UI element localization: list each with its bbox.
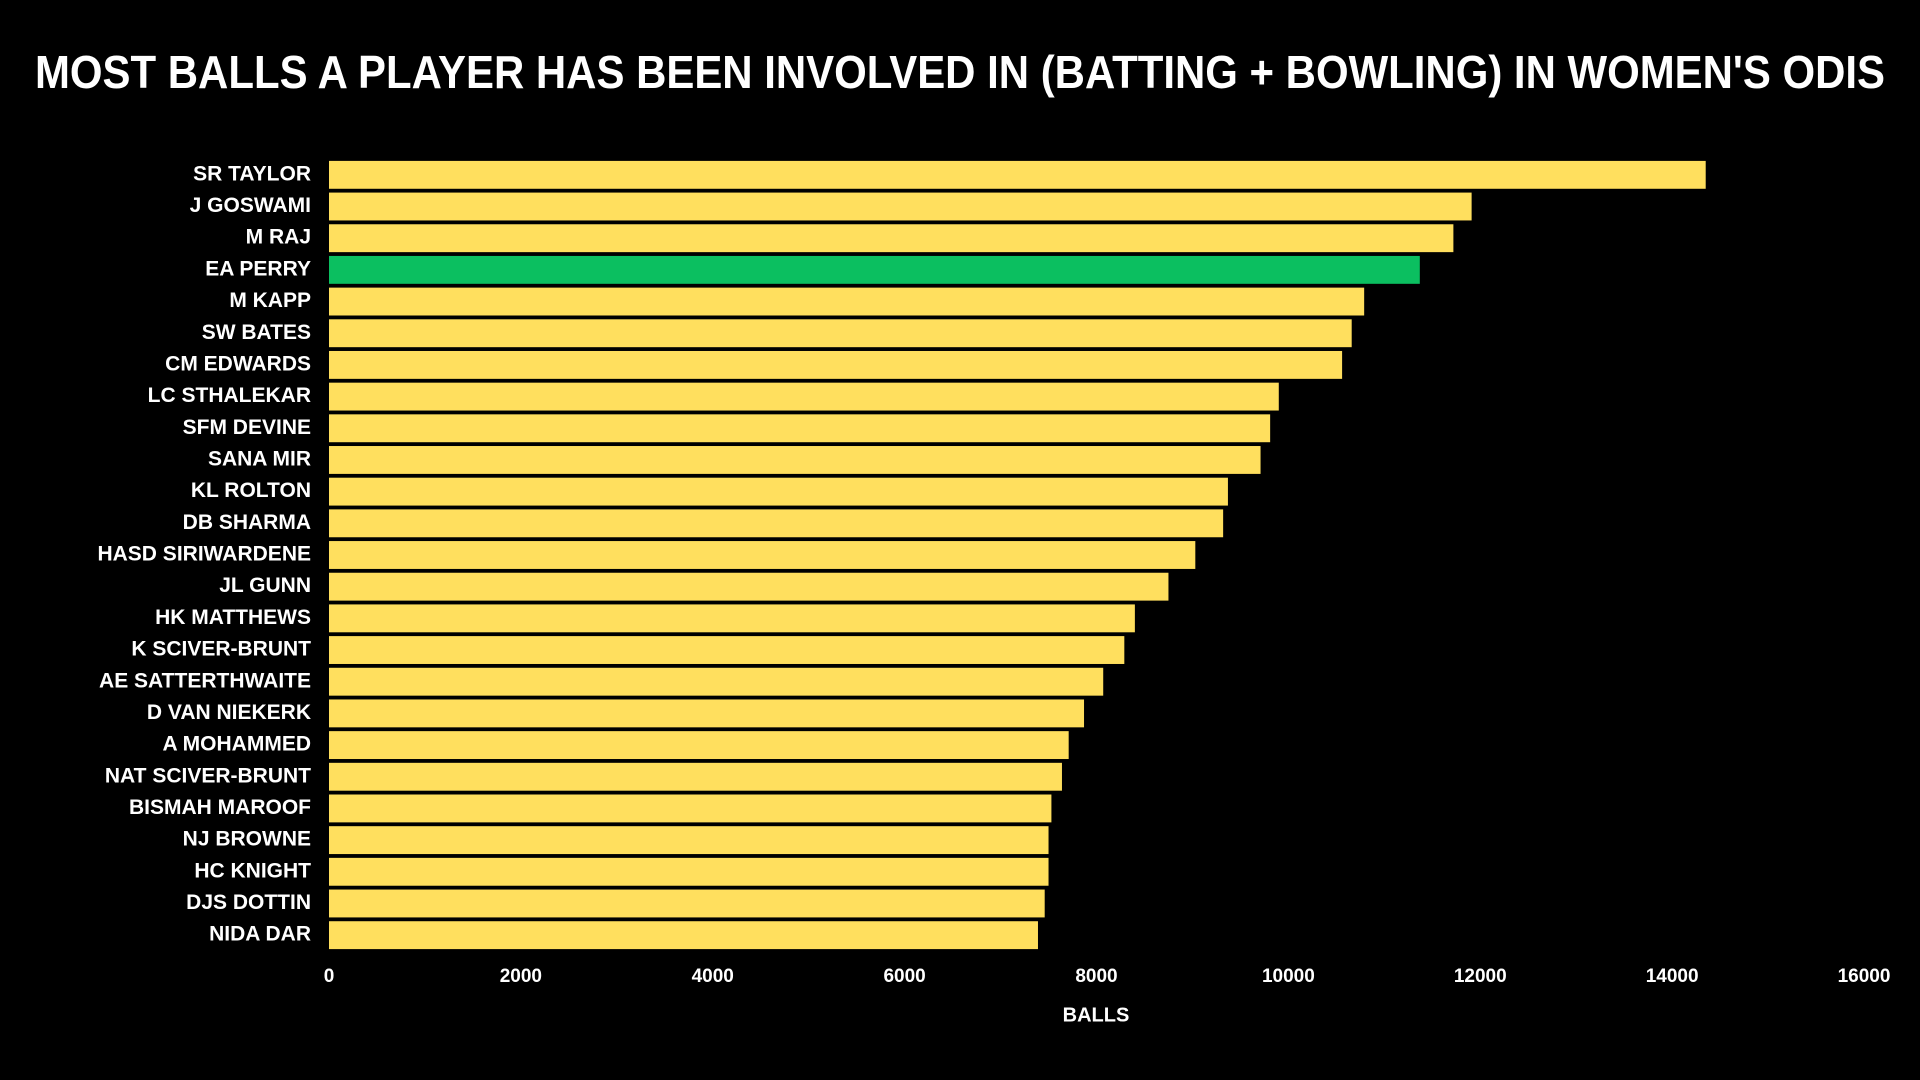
- bar: [329, 192, 1472, 221]
- bar: [329, 255, 1420, 284]
- y-tick-label: K SCIVER-BRUNT: [131, 638, 311, 661]
- y-tick-label: D VAN NIEKERK: [147, 701, 311, 724]
- x-tick-label: 6000: [883, 966, 925, 987]
- bar: [329, 477, 1228, 506]
- x-tick-label: 8000: [1075, 966, 1117, 987]
- x-tick-label: 0: [324, 966, 335, 987]
- bar: [329, 414, 1271, 443]
- bar: [329, 572, 1169, 601]
- x-tick-label: 14000: [1646, 966, 1699, 987]
- bar: [329, 794, 1052, 823]
- chart-title: MOST BALLS A PLAYER HAS BEEN INVOLVED IN…: [35, 46, 1885, 98]
- bar: [329, 541, 1196, 569]
- y-tick-label: CM EDWARDS: [165, 352, 311, 375]
- bar: [329, 509, 1224, 538]
- y-tick-label: M RAJ: [246, 226, 311, 249]
- y-tick-label: LC STHALEKAR: [148, 384, 311, 407]
- y-tick-label: BISMAH MAROOF: [129, 796, 311, 819]
- bar: [329, 224, 1454, 253]
- bar: [329, 731, 1069, 760]
- bar: [329, 382, 1279, 411]
- y-tick-label: A MOHAMMED: [162, 733, 311, 756]
- x-tick-label: 16000: [1838, 966, 1891, 987]
- x-axis-label: BALLS: [1063, 1004, 1130, 1026]
- bar: [329, 889, 1045, 918]
- y-tick-label: JL GUNN: [219, 574, 311, 597]
- bar: [329, 921, 1038, 950]
- bar: [329, 826, 1049, 855]
- bar: [329, 287, 1365, 316]
- bar: [329, 762, 1062, 791]
- bar: [329, 667, 1104, 696]
- x-tick-label: 10000: [1262, 966, 1315, 987]
- x-tick-label: 2000: [500, 966, 542, 987]
- y-tick-label: NJ BROWNE: [183, 828, 311, 851]
- bar: [329, 604, 1135, 633]
- bar: [329, 350, 1343, 379]
- y-tick-label: M KAPP: [229, 289, 311, 312]
- y-tick-label: DJS DOTTIN: [186, 891, 311, 914]
- y-tick-label: KL ROLTON: [191, 479, 311, 502]
- y-tick-label: HK MATTHEWS: [155, 606, 311, 629]
- y-tick-label: HC KNIGHT: [194, 859, 311, 882]
- y-tick-label: J GOSWAMI: [190, 194, 311, 217]
- y-tick-label: SW BATES: [202, 321, 311, 344]
- x-tick-label: 4000: [692, 966, 734, 987]
- bar: [329, 636, 1125, 664]
- bar: [329, 319, 1352, 348]
- y-tick-label: DB SHARMA: [183, 511, 311, 534]
- y-tick-label: NIDA DAR: [209, 923, 311, 946]
- bar: [329, 160, 1706, 189]
- y-tick-label: SR TAYLOR: [193, 162, 311, 185]
- bar: [329, 446, 1261, 474]
- y-tick-label: HASD SIRIWARDENE: [97, 543, 311, 566]
- y-tick-label: SFM DEVINE: [183, 416, 311, 439]
- y-tick-label: NAT SCIVER-BRUNT: [105, 764, 311, 787]
- bar: [329, 857, 1049, 886]
- bar: [329, 699, 1085, 728]
- y-tick-label: SANA MIR: [208, 448, 311, 471]
- x-tick-label: 12000: [1454, 966, 1507, 987]
- y-tick-label: EA PERRY: [205, 257, 311, 280]
- y-tick-label: AE SATTERTHWAITE: [99, 669, 311, 692]
